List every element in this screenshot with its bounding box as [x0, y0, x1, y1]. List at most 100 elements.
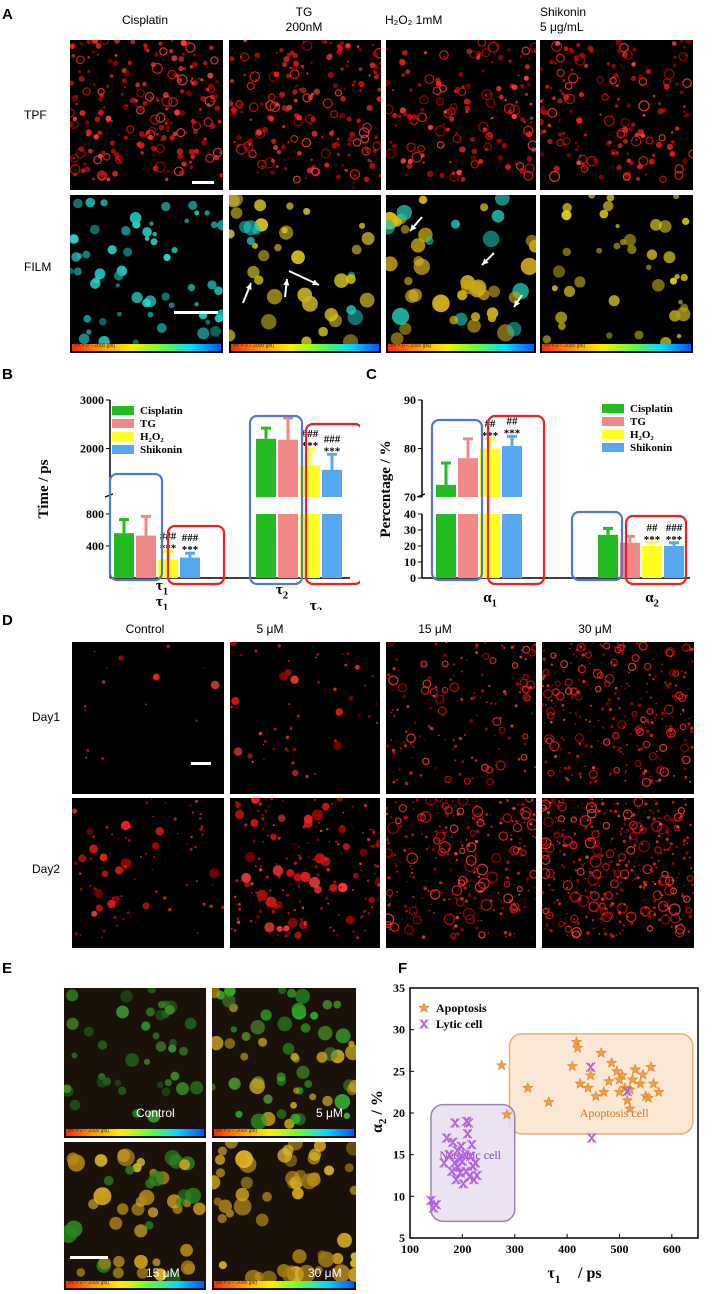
cell	[527, 648, 536, 657]
cell	[421, 814, 424, 817]
cell	[407, 158, 413, 164]
cell	[561, 703, 565, 707]
cell	[543, 748, 545, 751]
cell	[421, 897, 423, 899]
cell	[89, 884, 92, 887]
cell	[408, 728, 410, 730]
cell	[290, 134, 299, 143]
cell	[657, 879, 662, 884]
cell	[168, 97, 178, 107]
cell	[548, 860, 551, 863]
cell	[671, 139, 675, 144]
cell	[123, 70, 130, 77]
cell	[71, 1052, 78, 1059]
cell	[191, 61, 198, 68]
cell	[261, 827, 265, 831]
y-tick-label: 10	[393, 1189, 405, 1203]
point-lytic	[461, 1116, 472, 1127]
cell	[455, 858, 458, 862]
cell	[207, 280, 217, 290]
cell	[547, 107, 558, 118]
cell	[442, 55, 447, 61]
cell	[392, 89, 395, 92]
bar	[136, 535, 156, 578]
cell	[236, 917, 239, 920]
cell	[674, 274, 680, 280]
cell	[325, 858, 328, 861]
cell	[103, 1175, 114, 1186]
cell	[497, 54, 504, 61]
cell	[93, 1187, 112, 1206]
cell	[230, 642, 237, 646]
cell	[651, 278, 665, 292]
cell	[252, 225, 262, 235]
cell	[468, 803, 471, 806]
cell	[88, 1198, 99, 1210]
cell	[295, 84, 299, 88]
cell	[604, 907, 608, 911]
cell	[667, 906, 671, 911]
point-lytic	[466, 1139, 477, 1150]
cell	[147, 1207, 159, 1218]
lifetime-colorbar: τm = 0 – 2000 [ps]	[231, 343, 379, 351]
cell	[585, 855, 589, 859]
cell	[569, 109, 573, 113]
lifetime-colorbar: τm = 0 – 2000 [ps]	[66, 1128, 204, 1136]
cell	[560, 736, 564, 740]
cell	[549, 720, 553, 724]
cell	[524, 92, 529, 97]
cell	[666, 848, 670, 852]
cell	[675, 82, 679, 87]
cell	[634, 877, 636, 880]
cell	[126, 125, 135, 134]
point-apoptosis	[639, 1090, 652, 1102]
cell	[517, 757, 521, 761]
cell	[613, 663, 616, 666]
cell	[337, 1232, 352, 1248]
cell	[92, 83, 96, 86]
cell	[234, 895, 237, 899]
cell	[636, 876, 640, 880]
tpf-image-shikonin	[540, 40, 693, 190]
cell	[168, 48, 174, 54]
cell	[399, 825, 403, 829]
cell	[566, 886, 569, 889]
scale-bar	[174, 311, 218, 314]
cell	[591, 839, 596, 844]
cell	[390, 739, 392, 741]
cell	[631, 61, 636, 67]
group-box	[166, 524, 226, 586]
point-apoptosis	[645, 1061, 657, 1073]
cell	[582, 679, 586, 684]
cell	[590, 745, 593, 748]
cell	[396, 890, 399, 893]
cell	[570, 68, 574, 72]
cell	[287, 917, 298, 928]
cell	[449, 103, 458, 111]
cell	[504, 164, 511, 170]
cell	[412, 808, 415, 811]
x-category-label: τ2	[276, 582, 288, 602]
cell	[132, 339, 139, 346]
cell	[683, 105, 686, 108]
cell	[212, 1083, 216, 1091]
cell	[254, 58, 257, 62]
cell	[639, 776, 641, 778]
cell	[283, 925, 290, 932]
cell	[334, 141, 340, 148]
cell	[611, 716, 615, 721]
cell	[579, 52, 585, 59]
cell	[276, 934, 279, 936]
cell	[525, 877, 530, 881]
cell	[649, 696, 653, 699]
cell	[419, 95, 429, 105]
cell	[577, 889, 579, 891]
cell	[419, 811, 432, 823]
cell	[542, 854, 551, 865]
cell	[241, 1031, 251, 1041]
day2-image-15um	[386, 798, 536, 948]
cell	[615, 223, 620, 229]
cell	[553, 654, 556, 657]
panel-label-f: F	[398, 960, 408, 977]
cell	[459, 912, 462, 914]
